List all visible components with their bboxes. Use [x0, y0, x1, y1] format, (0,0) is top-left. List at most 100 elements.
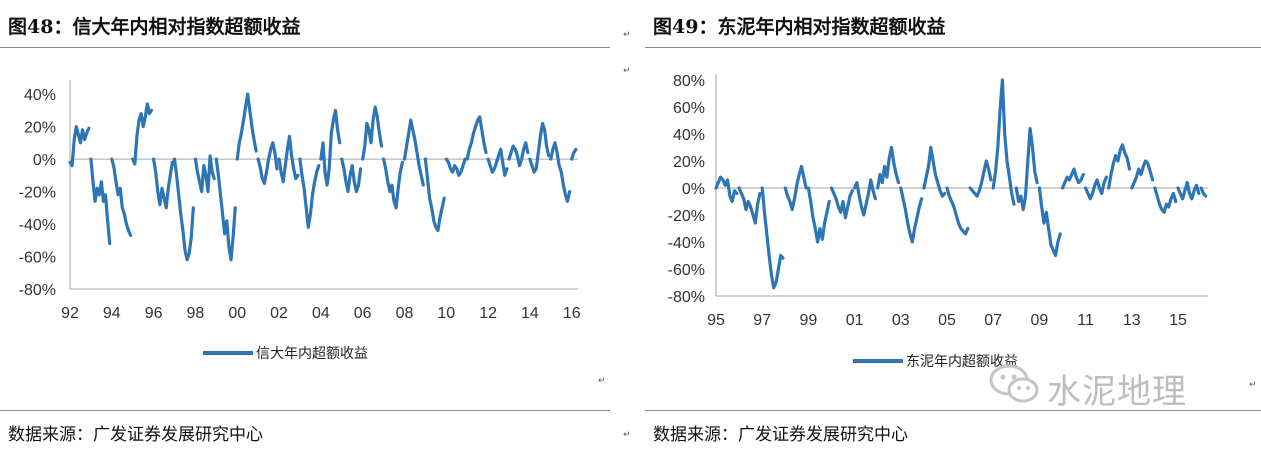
y-tick-label: -40% [19, 217, 56, 234]
x-tick-label: 95 [707, 312, 725, 329]
x-tick-label: 04 [312, 305, 330, 322]
y-tick-label: 0% [682, 181, 705, 198]
x-tick-label: 08 [396, 305, 414, 322]
x-tick-label: 15 [1169, 312, 1187, 329]
x-tick-label: 07 [984, 312, 1002, 329]
x-tick-label: 09 [1030, 312, 1048, 329]
x-tick-label: 92 [61, 305, 79, 322]
series-segment [829, 186, 854, 220]
series-segment [853, 178, 877, 217]
series-segment [899, 186, 924, 244]
series-segment [507, 141, 530, 168]
x-tick-label: 97 [753, 312, 771, 329]
series-segment [486, 147, 509, 177]
series-segment [340, 157, 363, 194]
y-tick-label: -40% [668, 235, 705, 252]
series-segment [235, 92, 258, 161]
y-tick-label: -60% [668, 262, 705, 279]
series-segment [256, 141, 279, 185]
series-segment [1084, 175, 1108, 201]
x-tick-label: 98 [187, 305, 205, 322]
paragraph-mark: ↵ [623, 30, 631, 40]
series-segment [152, 157, 174, 210]
paragraph-mark: ↵ [623, 430, 631, 440]
x-tick-label: 00 [228, 305, 246, 322]
x-tick-label: 06 [354, 305, 372, 322]
series-segment [549, 141, 572, 203]
y-tick-label: -80% [19, 282, 56, 299]
x-tick-label: 13 [1123, 312, 1141, 329]
series-segment [277, 134, 300, 184]
series-segment [783, 164, 808, 212]
series-segment [876, 145, 901, 190]
legend-label: 东泥年内超额收益 [906, 354, 1018, 370]
data-source: 数据来源：广发证券发展研究中心 [8, 425, 263, 445]
series-segment [1107, 143, 1132, 190]
series-segment [1153, 186, 1178, 214]
series-segment [89, 157, 112, 246]
series-segment [444, 157, 467, 177]
legend-label: 信大年内超额收益 [256, 346, 368, 362]
figure-title: 图48：信大年内相对指数超额收益 [8, 16, 301, 38]
title-divider [645, 47, 1261, 48]
series-segment [528, 121, 551, 174]
source-divider [645, 410, 1261, 411]
series-segment [1037, 186, 1062, 258]
series-segment [172, 157, 195, 262]
series-segment [968, 159, 993, 198]
figure-title: 图49：东泥年内相对指数超额收益 [653, 16, 946, 38]
series-segment [945, 186, 970, 236]
figure-49-panel: 图49：东泥年内相对指数超额收益 80% 60% 40% 20% 0% -20% -40% -… [623, 0, 1261, 451]
series-segment [570, 147, 578, 161]
series-segment [193, 154, 216, 194]
x-tick-label: 02 [270, 305, 288, 322]
series-segment [737, 186, 762, 225]
x-tick-label: 05 [938, 312, 956, 329]
y-tick-label: -60% [19, 250, 56, 267]
excess-return-chart-right: 80% 60% 40% 20% 0% -20% -40% -60% -80%95 97 99 01 03… [668, 73, 1208, 370]
paragraph-mark: ↵ [623, 66, 631, 76]
excess-return-chart-left: 40% 20% 0% -20% -40% -60% -80% 92 94 96 98 00 02 04 06… [19, 80, 581, 362]
series-segment [361, 105, 384, 161]
y-tick-label: 40% [24, 87, 56, 104]
y-tick-label: 20% [673, 154, 705, 171]
series-segment [1060, 167, 1085, 190]
y-tick-label: -80% [668, 289, 705, 306]
series-segment [991, 78, 1016, 206]
series-line [714, 78, 1208, 290]
series-segment [922, 145, 947, 198]
series-segment [714, 175, 739, 204]
y-tick-label: -20% [668, 208, 705, 225]
series-segment [319, 108, 342, 187]
x-tick-label: 01 [846, 312, 864, 329]
paragraph-mark: ↵ [1249, 380, 1257, 390]
x-tick-label: 12 [479, 305, 497, 322]
series-segment [214, 157, 237, 262]
x-tick-label: 10 [437, 305, 455, 322]
x-tick-label: 03 [892, 312, 910, 329]
source-divider [0, 410, 610, 411]
y-tick-label: 0% [33, 152, 56, 169]
x-tick-label: 16 [563, 305, 581, 322]
series-segment [1199, 186, 1208, 198]
title-divider [0, 47, 610, 48]
watermark-text: 水泥地理 [1047, 372, 1187, 412]
y-tick-label: 40% [673, 127, 705, 144]
series-segment [1130, 159, 1155, 190]
paragraph-mark: ↵ [598, 376, 606, 386]
series-segment [1176, 181, 1201, 201]
series-segment [402, 118, 425, 187]
x-tick-label: 14 [521, 305, 539, 322]
y-tick-label: 20% [24, 120, 56, 137]
y-tick-label: 80% [673, 73, 705, 90]
y-tick-label: -20% [19, 185, 56, 202]
x-tick-label: 96 [145, 305, 163, 322]
series-line [68, 92, 578, 262]
x-tick-label: 99 [799, 312, 817, 329]
x-tick-label: 11 [1077, 312, 1094, 329]
series-segment [465, 115, 488, 161]
wechat-logo-icon [989, 364, 1039, 403]
x-tick-label: 94 [103, 305, 121, 322]
series-segment [298, 157, 321, 229]
series-segment [382, 157, 404, 210]
